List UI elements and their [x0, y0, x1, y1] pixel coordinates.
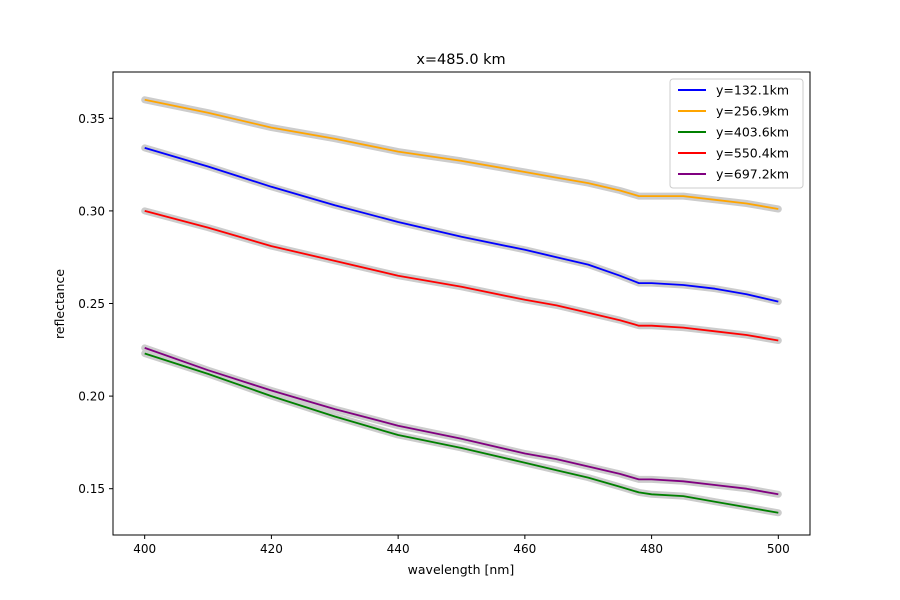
x-tick-label: 460 [513, 542, 536, 556]
x-axis-ticks: 400 420 440 460 480 500 [133, 535, 790, 556]
x-tick-label: 440 [387, 542, 410, 556]
legend-label-2: y=403.6km [716, 125, 789, 140]
x-axis-label: wavelength [nm] [408, 562, 515, 577]
y-tick-label: 0.30 [78, 204, 105, 218]
x-tick-label: 500 [767, 542, 790, 556]
series-line-0 [144, 147, 779, 303]
y-tick-label: 0.15 [78, 482, 105, 496]
legend-label-3: y=550.4km [716, 146, 789, 161]
legend-label-1: y=256.9km [716, 104, 789, 119]
y-axis-label: reflectance [52, 269, 67, 339]
series-line-1 [144, 98, 779, 210]
x-tick-label: 420 [260, 542, 283, 556]
series-line-4 [144, 347, 779, 496]
legend-frame [669, 78, 804, 189]
legend-label-4: y=697.2km [716, 167, 789, 182]
y-axis-ticks: 0.15 0.20 0.25 0.30 0.35 [78, 112, 113, 496]
x-tick-label: 480 [640, 542, 663, 556]
y-tick-label: 0.35 [78, 112, 105, 126]
chart-title: x=485.0 km [416, 52, 505, 68]
series-line-3 [144, 210, 779, 342]
x-tick-label: 400 [133, 542, 156, 556]
series-line-2 [144, 352, 779, 514]
legend-label-0: y=132.1km [716, 83, 789, 98]
legend: y=132.1km y=256.9km y=403.6km y=550.4km y=69… [669, 78, 804, 189]
y-tick-label: 0.25 [78, 297, 105, 311]
series-lines [144, 98, 779, 514]
y-tick-label: 0.20 [78, 390, 105, 404]
uncertainty-band-3 [141, 207, 782, 344]
uncertainty-band-4 [141, 344, 782, 498]
